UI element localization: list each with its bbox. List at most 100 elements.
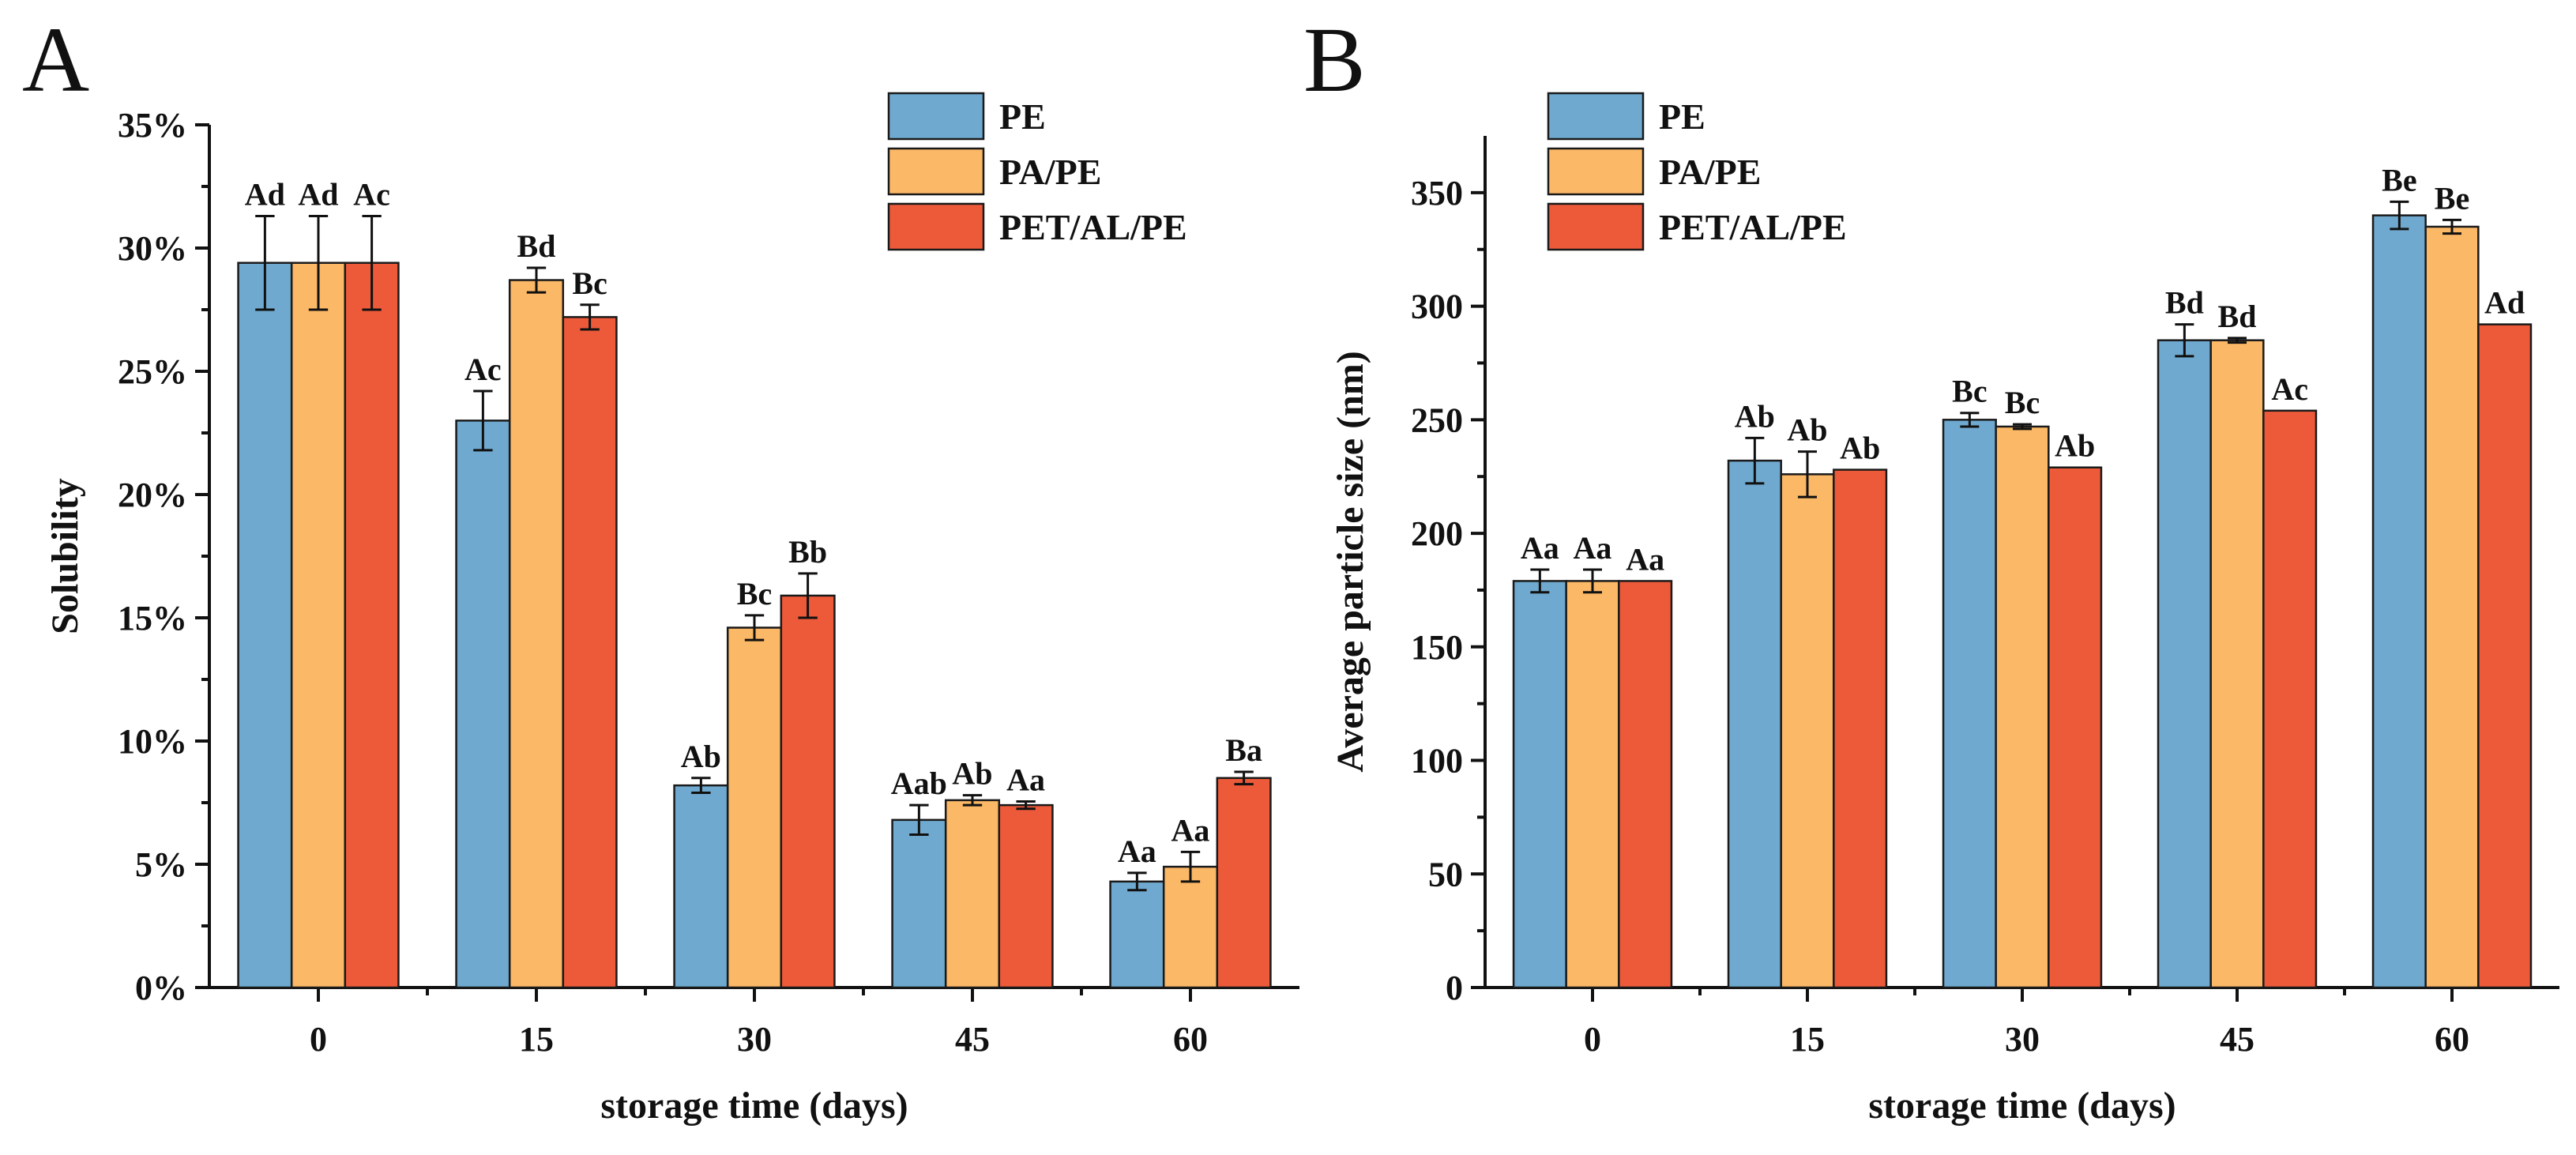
panel-a-significance-label: Aa [1171,812,1210,848]
panel-a-x-tick-label: 15 [519,1020,554,1059]
panel-a-significance-label: Aa [1118,833,1156,869]
panel-a-legend-swatch [887,147,985,196]
panel-b-significance-label: Ad [2484,285,2525,321]
panel-a-bar [455,419,511,989]
panel-b-x-tick-label: 0 [1584,1020,1601,1059]
panel-b-bar [2157,339,2212,989]
panel-a-bar [1216,777,1272,989]
panel-b-significance-label: Be [2435,180,2469,216]
panel-b-x-tick-label: 45 [2220,1020,2254,1059]
panel-b-bar [1833,468,1888,989]
panel-b-legend-swatch [1547,147,1645,196]
panel-a-x-tick-label: 60 [1173,1020,1208,1059]
panel-b-bar [1780,473,1835,989]
panel-a-bar [562,316,618,989]
panel-b-x-axis-title: storage time (days) [1868,1085,2175,1127]
panel-b-significance-label: Aa [1574,530,1612,566]
panel-a-y-tick-label: 20% [118,476,187,514]
panel-a-significance-label: Ac [464,352,502,387]
panel-b-y-axis-title: Average particle size (nm) [1329,351,1371,773]
panel-b-x-tick-label: 30 [2005,1020,2040,1059]
panel-a-x-tick-label: 0 [310,1020,327,1059]
panel-b-significance-label: Ac [2271,371,2308,407]
panel-b-bar [1727,459,1782,989]
panel-b-significance-label: Aa [1521,530,1559,566]
panel-a-significance-label: Aab [891,766,947,801]
panel-a-y-tick-label: 5% [135,845,187,884]
panel-b-y-tick-label: 250 [1411,401,1463,439]
panel-b-bar [2477,323,2533,989]
panel-b-bar [1942,419,1997,989]
panel-b-significance-label: Bd [2218,299,2257,334]
panel-b-bar [2424,225,2480,989]
panel-a-y-tick-label: 15% [118,599,187,638]
panel-b-bar [2371,214,2427,989]
panel-a-legend-swatch [887,92,985,141]
panel-a-legend-label: PET/AL/PE [999,207,1187,247]
panel-a-legend-swatch [887,202,985,251]
panel-b-y-tick-label: 100 [1411,742,1463,781]
panel-b-bar [2209,339,2265,989]
panel-a-significance-label: Ab [952,756,992,792]
panel-b-y-tick-label: 150 [1411,628,1463,667]
panel-a-significance-label: Bc [572,265,607,301]
panel-b-y-tick-label: 300 [1411,288,1463,326]
panel-a-x-tick-label: 45 [955,1020,990,1059]
panel-a-significance-label: Bd [517,228,556,264]
panel-b-significance-label: Be [2382,162,2416,198]
panel-b-bar [2262,409,2318,989]
panel-a-bar [944,799,1001,989]
panel-b-bar [1565,580,1620,989]
panel-b-legend-label: PE [1659,96,1705,137]
panel-b-legend-swatch [1547,202,1645,251]
panel-b-y-tick-label: 50 [1428,855,1463,894]
panel-b-bar [1995,425,2050,989]
panel-a-x-axis-title: storage time (days) [600,1085,908,1127]
panel-a-y-tick-label: 10% [118,722,187,761]
panel-a-significance-label: Ad [298,176,338,212]
panel-b-legend-swatch [1547,92,1645,141]
panel-a-bar [508,279,565,989]
panel-b-y-tick-label: 0 [1446,969,1463,1007]
panel-b-significance-label: Ab [1735,398,1775,434]
panel-a-bar [290,261,347,989]
panel-b-bar [2048,466,2103,989]
panel-b-significance-label: Ab [2055,428,2095,464]
panel-b-letter: B [1303,8,1366,111]
panel-a-significance-label: Bc [737,576,772,611]
panel-a-y-tick-label: 30% [118,229,187,268]
panel-a-x-tick-label: 30 [737,1020,772,1059]
panel-a-legend-label: PA/PE [999,152,1101,192]
panel-b-x-tick-label: 60 [2435,1020,2469,1059]
panel-b-legend-label: PA/PE [1659,152,1761,192]
panel-a-bar [344,261,400,989]
panel-b-significance-label: Bd [2165,285,2204,321]
panel-b-significance-label: Bc [2005,385,2040,420]
panel-a-bar [1162,865,1219,989]
panel-a-y-tick-label: 0% [135,969,187,1007]
panel-a-bar [891,818,947,989]
panel-a-bar [673,784,729,989]
panel-a-bar [1109,880,1165,989]
panel-b-bar [1512,580,1567,989]
panel-b-significance-label: Ab [1787,412,1827,448]
panel-a-y-tick-label: 35% [118,106,187,145]
panel-a-significance-label: Ad [245,176,285,212]
panel-b-y-tick-label: 350 [1411,174,1463,213]
panel-b-legend-label: PET/AL/PE [1659,207,1847,247]
panel-b-y-tick-label: 200 [1411,514,1463,553]
panel-a-significance-label: Ab [681,739,721,774]
panel-b-significance-label: Ab [1840,431,1880,466]
panel-b-x-tick-label: 15 [1790,1020,1825,1059]
panel-a-bar [780,594,836,989]
panel-a-y-axis-title: Solubility [44,478,86,634]
panel-a-significance-label: Bb [788,534,827,570]
panel-a-bar [998,803,1054,989]
panel-a-significance-label: Ac [353,176,390,212]
panel-b-bar [1618,580,1673,989]
panel-a-legend-label: PE [999,96,1046,137]
panel-a-y-tick-label: 25% [118,352,187,391]
panel-a-significance-label: Ba [1225,732,1262,768]
